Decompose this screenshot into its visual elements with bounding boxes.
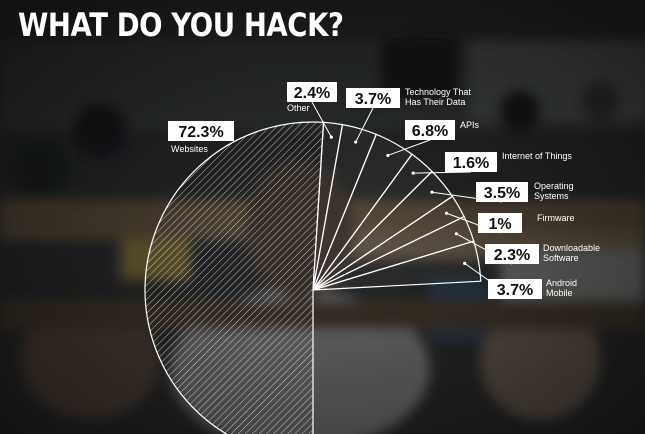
value-label-internet-of-things: 1.6%	[453, 155, 489, 172]
pie-slice-websites	[144, 121, 325, 434]
value-label-apis: 6.8%	[412, 123, 448, 140]
value-box-websites	[168, 121, 234, 141]
category-label-operating-systems: Operating Systems	[534, 181, 574, 201]
leader-dot-firmware	[444, 211, 449, 215]
value-label-technology-that-has-their-data: 3.7%	[355, 91, 391, 108]
value-box-downloadable-software	[485, 244, 539, 264]
value-label-downloadable-software: 2.3%	[494, 247, 530, 264]
category-label-internet-of-things: Internet of Things	[502, 151, 572, 161]
chart-title: WHAT DO YOU HACK?	[18, 6, 344, 44]
value-label-other: 2.4%	[294, 85, 330, 102]
value-label-operating-systems: 3.5%	[484, 185, 520, 202]
category-label-firmware: Firmware	[537, 213, 575, 223]
leader-dot-other	[329, 135, 333, 139]
leader-dot-apis	[386, 153, 390, 158]
leader-line-technology-that-has-their-data	[355, 107, 374, 143]
leader-dot-technology-that-has-their-data	[354, 140, 358, 144]
value-label-firmware: 1%	[488, 216, 511, 233]
leader-dot-android-mobile	[463, 261, 467, 265]
value-box-operating-systems	[476, 182, 528, 202]
category-label-other: Other	[287, 103, 310, 113]
category-label-downloadable-software: Downloadable Software	[543, 243, 600, 263]
pie-slice-android-mobile	[312, 240, 482, 291]
category-label-websites: Websites	[171, 144, 208, 154]
value-box-firmware	[478, 213, 522, 233]
value-box-other	[287, 82, 337, 102]
leader-line-internet-of-things	[413, 171, 472, 174]
leader-dot-downloadable-software	[454, 232, 458, 236]
category-label-technology-that-has-their-data: Technology That Has Their Data	[405, 87, 471, 107]
value-label-android-mobile: 3.7%	[497, 282, 533, 299]
leader-line-other	[311, 101, 332, 138]
leader-line-apis	[387, 139, 431, 156]
value-box-android-mobile	[488, 279, 542, 299]
category-label-android-mobile: Android Mobile	[546, 278, 577, 298]
leader-dot-internet-of-things	[411, 171, 415, 175]
value-label-websites: 72.3%	[178, 124, 223, 141]
value-box-technology-that-has-their-data	[346, 88, 400, 108]
leader-dot-operating-systems	[430, 190, 434, 194]
category-label-apis: APIs	[460, 120, 480, 130]
value-box-internet-of-things	[445, 152, 497, 172]
value-box-apis	[405, 120, 455, 140]
